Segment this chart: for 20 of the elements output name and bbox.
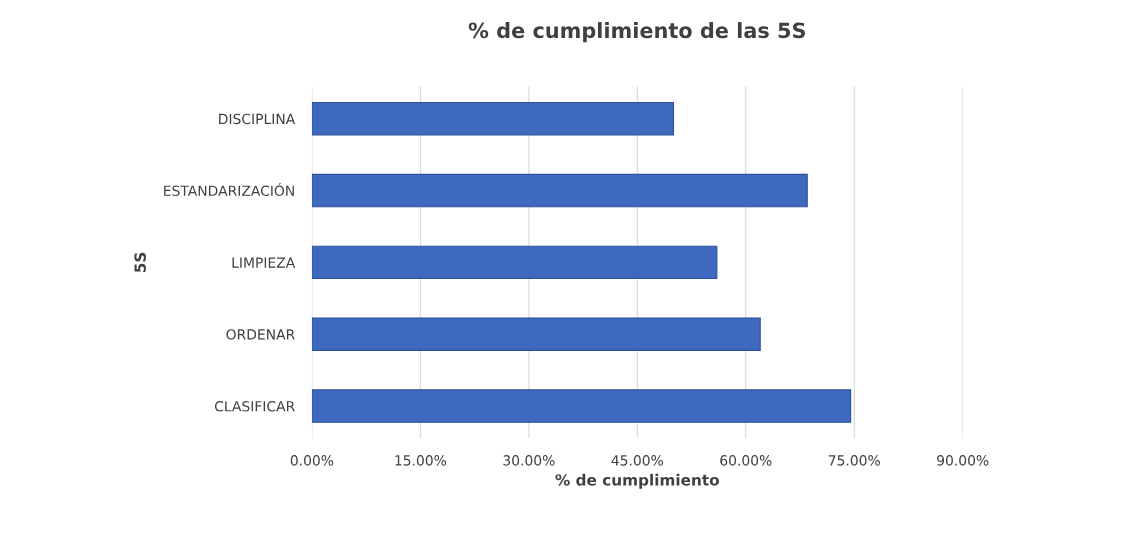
x-tick-label: 60.00% bbox=[720, 455, 772, 466]
x-tick-label: 15.00% bbox=[395, 455, 447, 466]
y-axis-title: 5S bbox=[134, 252, 146, 273]
bar bbox=[311, 101, 675, 136]
bar bbox=[311, 389, 852, 423]
y-tick-label: LIMPIEZA bbox=[232, 257, 296, 268]
y-tick-label: DISCIPLINA bbox=[219, 113, 296, 125]
chart-title: % de cumplimiento de las 5S bbox=[468, 22, 806, 43]
x-tick-label: 75.00% bbox=[828, 455, 880, 466]
x-tick-label: 0.00% bbox=[290, 455, 334, 466]
x-axis-title: % de cumplimiento bbox=[555, 473, 719, 489]
y-tick-label: ESTANDARIZACIÓN bbox=[164, 182, 294, 197]
x-tick-label: 45.00% bbox=[611, 455, 664, 466]
y-tick-label: ORDENAR bbox=[226, 329, 295, 340]
y-tick-label: CLASIFICAR bbox=[214, 401, 295, 412]
bar bbox=[311, 245, 718, 280]
bar bbox=[311, 173, 808, 208]
x-tick-label: 30.00% bbox=[503, 455, 555, 466]
x-tick-label: 90.00% bbox=[937, 455, 989, 466]
bar bbox=[311, 317, 761, 351]
